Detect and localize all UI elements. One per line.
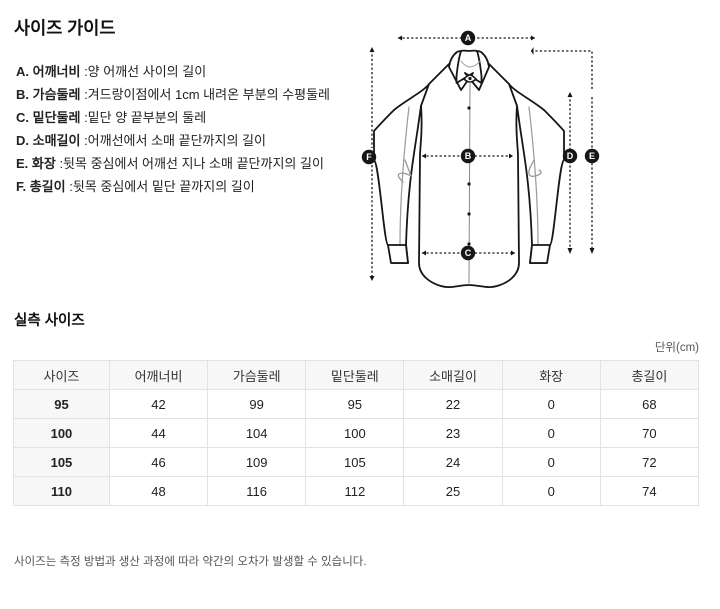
svg-text:A: A <box>465 33 472 43</box>
svg-text:E: E <box>589 151 595 161</box>
svg-text:D: D <box>567 151 574 161</box>
svg-text:B: B <box>465 151 472 161</box>
svg-text:C: C <box>465 248 472 258</box>
svg-text:F: F <box>366 152 372 162</box>
